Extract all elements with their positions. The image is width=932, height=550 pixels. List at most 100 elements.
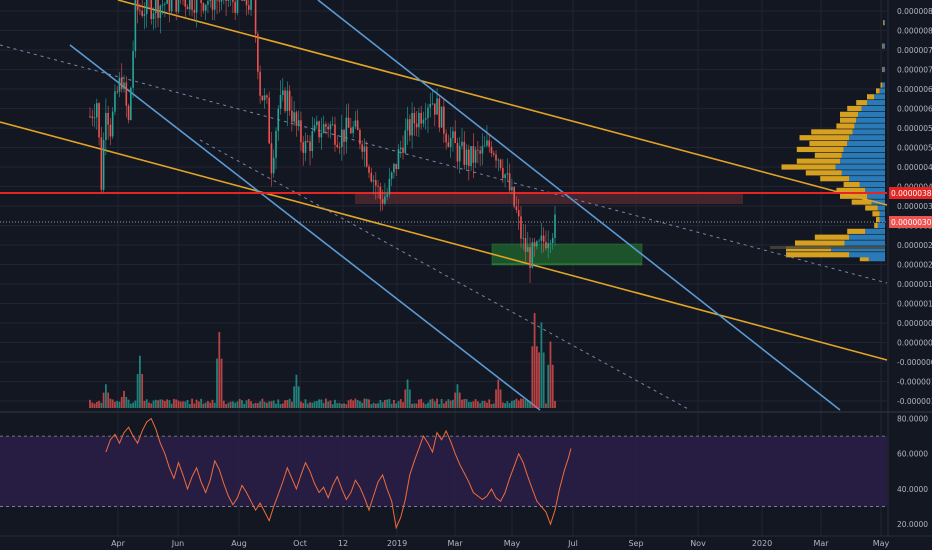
trendline-gold-upper[interactable] [117,0,888,206]
candle-body [213,0,216,10]
y-tick-label: 0.00000450 [897,163,932,172]
volume-bar [334,399,336,408]
volume-bar [250,401,252,408]
rsi-tick-label: 60.0000 [897,450,928,459]
volume-bar [338,402,341,408]
candle-body [411,113,413,136]
volume-bar [352,400,355,408]
candle-body [549,242,552,244]
volume-bar [474,399,477,408]
volume-bar [467,401,470,408]
volume-bar [511,400,513,408]
volume-bar [501,402,504,408]
candles [89,0,556,283]
volume-bar [422,402,425,408]
volume-bar [168,400,171,408]
volume-bar [508,403,511,408]
candle-body [139,10,141,12]
candle-body [154,0,157,14]
trendline-gold-lower[interactable] [0,121,888,361]
profile-buy-bar [841,152,885,158]
candle-body [365,146,368,167]
profile-buy-bar [841,170,885,176]
candle-body [268,97,270,144]
volume-bar [150,403,153,408]
candle-body [120,77,123,89]
candle-body [316,121,318,126]
candle-body [533,242,536,247]
profile-buy-bar [874,94,885,100]
profile-sell-bar [856,100,867,106]
candle-body [134,0,137,52]
volume-bar [270,401,273,408]
candle-body [284,90,286,112]
candle-body [257,34,259,72]
candle-body [211,0,214,10]
trendlines[interactable] [0,0,888,411]
volume-bar [538,352,541,408]
volume-bar [513,400,516,408]
candle-body [320,132,323,138]
candle-body [427,107,429,119]
profile-buy-bar [856,117,885,123]
candle-body [161,4,164,6]
profile-buy-bar [877,222,885,229]
candle-body [193,9,196,13]
profile-buy-bar [852,129,885,135]
candle-body [277,108,280,131]
volume-bar [139,355,141,408]
candle-body [422,119,425,124]
rsi-band [0,436,887,507]
trendline-dashed-long[interactable] [199,139,691,411]
y-tick-label: -0.00000150 [897,397,932,406]
volume-bar [266,402,268,408]
candle-body [272,157,275,174]
volume-bar [438,404,441,408]
volume-bar [191,398,193,408]
volume-bar [225,404,227,408]
volume-bar [98,400,100,408]
volume-bar [281,403,284,408]
rsi-tick-label: 20.0000 [897,520,928,529]
candle-body [247,5,250,10]
y-tick-label: 0.00000350 [897,202,932,211]
candle-body [377,185,379,187]
volume-bar [413,403,416,408]
candle-body [447,142,450,147]
candle-body [542,235,545,242]
volume-bar [408,389,411,408]
trendline-dashed-mid[interactable] [0,44,888,284]
volume-bar [483,400,486,408]
profile-buy-bar [859,181,885,188]
profile-buy-bar [877,205,885,211]
volume-bar [300,401,302,408]
volume-bar [275,403,277,408]
y-tick-label: 0.00000800 [897,27,932,36]
trendline-blue-upper[interactable] [317,0,841,411]
volume-bar [365,398,368,408]
profile-sell-bar [880,82,883,88]
volume-bar [161,399,164,408]
x-tick-label: 2020 [752,539,772,548]
candle-body [145,0,148,15]
volume-bar [256,403,259,408]
y-tick-label: 0.00000200 [897,261,932,270]
candle-body [479,150,481,154]
candle-body [511,187,513,191]
candle-body [111,111,114,137]
candle-body [488,140,491,147]
candle-body [456,142,459,162]
profile-sell-bar [796,158,840,164]
volume-bar [320,399,323,408]
y-tick-label: -0.00000050 [897,358,932,367]
candle-body [461,141,463,146]
y-tick-label: 0.00000500 [897,144,932,153]
candle-body [266,95,268,98]
trendline-blue-lower[interactable] [69,44,541,411]
profile-sell-bar [814,234,849,240]
candle-body [336,144,339,148]
volume-bar [100,402,103,408]
candle-body [490,146,493,154]
profile-buy-bar [883,66,885,73]
